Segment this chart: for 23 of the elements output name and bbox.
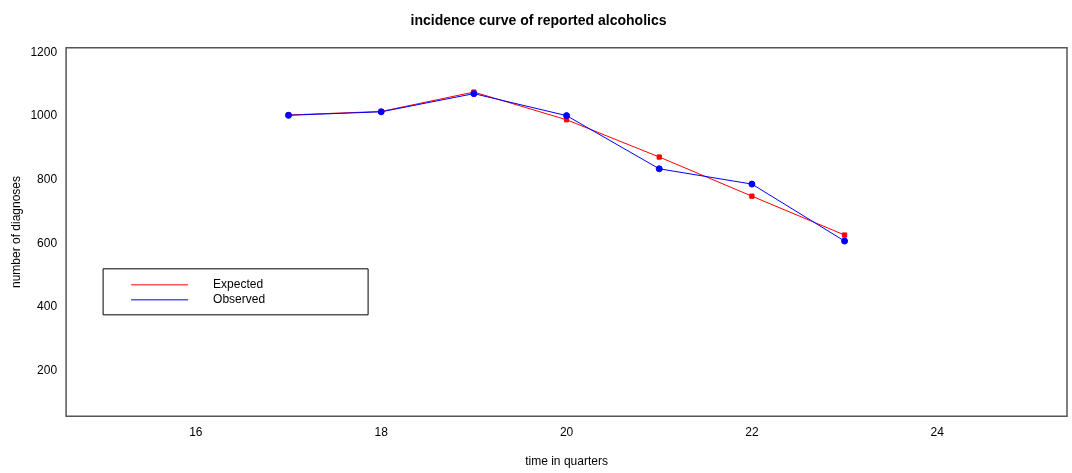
y-axis-title: number of diagnoses <box>8 175 23 289</box>
legend-label: Expected <box>213 277 264 292</box>
x-tick-label: 24 <box>930 424 945 439</box>
y-tick-label: 1200 <box>30 44 58 59</box>
y-tick-label: 400 <box>37 299 58 314</box>
point <box>841 237 849 245</box>
point <box>656 154 662 160</box>
x-tick-label: 22 <box>745 424 759 439</box>
y-tick-label: 1000 <box>30 108 58 123</box>
point <box>748 180 756 188</box>
y-tick-label: 800 <box>37 171 58 186</box>
y-tick-label: 600 <box>37 235 58 250</box>
legend-label: Observed <box>213 292 266 307</box>
point <box>749 193 755 199</box>
x-tick-label: 16 <box>189 424 203 439</box>
y-tick-label: 200 <box>37 362 58 377</box>
point <box>655 165 663 173</box>
x-tick-label: 18 <box>374 424 389 439</box>
point <box>563 112 571 120</box>
point <box>841 232 848 238</box>
x-axis-title: time in quarters <box>525 454 608 469</box>
chart-title: incidence curve of reported alcoholics <box>410 12 667 29</box>
x-tick-label: 20 <box>559 424 574 439</box>
